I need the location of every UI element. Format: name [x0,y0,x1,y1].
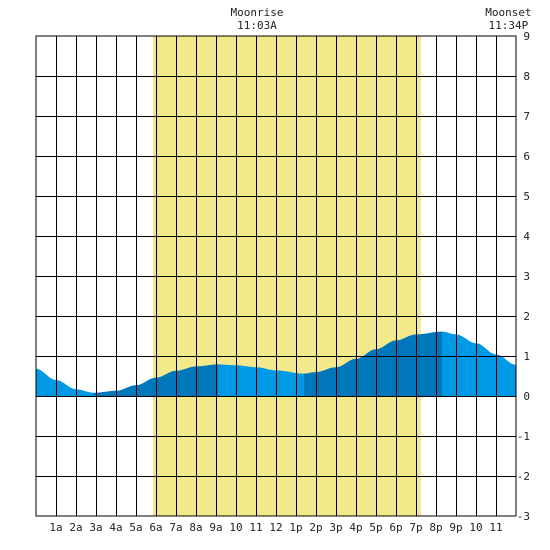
moonset-annotation: Moonset 11:34P [485,6,531,32]
y-tick-label: 3 [523,270,530,283]
y-tick-label: 5 [523,190,530,203]
x-tick-label: 5p [369,521,382,534]
x-tick-label: 9a [209,521,222,534]
y-tick-label: 9 [523,30,530,43]
x-tick-label: 1a [49,521,62,534]
y-tick-label: 2 [523,310,530,323]
x-tick-label: 11 [249,521,262,534]
x-tick-label: 6a [149,521,162,534]
plot-frame [35,35,517,517]
x-tick-labels: 1a 2a 3a 4a 5a 6a 7a 8a 9a 10 11 12 1p 2p 3p 4p 5p 6p 7p 8p… [49,521,502,534]
x-tick-label: 4a [109,521,122,534]
y-tick-label: 6 [523,150,530,163]
y-tick-label: 0 [523,390,530,403]
y-tick-label: -2 [517,470,530,483]
x-tick-label: 8a [189,521,202,534]
x-tick-label: 6p [389,521,402,534]
x-tick-label: 8p [429,521,442,534]
x-tick-label: 10 [469,521,482,534]
x-tick-label: 10 [229,521,242,534]
moonrise-label: Moonrise [231,6,284,19]
x-tick-label: 7a [169,521,182,534]
moonrise-time: 11:03A [237,19,277,32]
y-tick-label: -3 [517,510,530,523]
y-tick-label: -1 [517,430,530,443]
moonset-label: Moonset [485,6,531,19]
x-tick-label: 11 [489,521,502,534]
x-tick-label: 1p [289,521,302,534]
y-tick-label: 4 [523,230,530,243]
x-tick-label: 2p [309,521,322,534]
moonrise-annotation: Moonrise 11:03A [231,6,284,32]
x-tick-label: 4p [349,521,362,534]
x-tick-label: 3p [329,521,342,534]
grid-layer [36,36,516,516]
tide-band-light-4 [442,331,516,396]
x-tick-label: 12 [269,521,282,534]
y-tick-label: 7 [523,110,530,123]
y-tick-label: 8 [523,70,530,83]
x-tick-label: 3a [89,521,102,534]
y-tick-labels: -3 -2 -1 0 1 2 3 4 5 6 7 8 9 [517,30,531,523]
x-tick-label: 2a [69,521,82,534]
tide-band-dark-3 [304,331,442,396]
x-tick-label: 9p [449,521,462,534]
moonset-time: 11:34P [489,19,529,32]
tide-band-light-0 [36,368,94,396]
tide-band-light-2 [218,364,304,396]
x-tick-label: 7p [409,521,422,534]
y-tick-label: 1 [523,350,530,363]
x-tick-label: 5a [129,521,142,534]
